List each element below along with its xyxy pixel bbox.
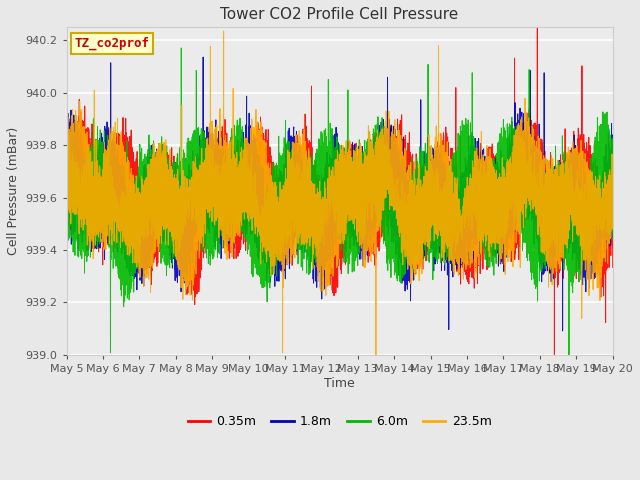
Line: 23.5m: 23.5m (67, 31, 612, 360)
Line: 6.0m: 6.0m (67, 48, 612, 389)
Y-axis label: Cell Pressure (mBar): Cell Pressure (mBar) (7, 127, 20, 255)
X-axis label: Time: Time (324, 377, 355, 390)
Line: 1.8m: 1.8m (67, 57, 612, 331)
Text: TZ_co2prof: TZ_co2prof (75, 37, 150, 50)
Legend: 0.35m, 1.8m, 6.0m, 23.5m: 0.35m, 1.8m, 6.0m, 23.5m (182, 410, 497, 433)
Line: 0.35m: 0.35m (67, 24, 612, 359)
Title: Tower CO2 Profile Cell Pressure: Tower CO2 Profile Cell Pressure (220, 7, 459, 22)
